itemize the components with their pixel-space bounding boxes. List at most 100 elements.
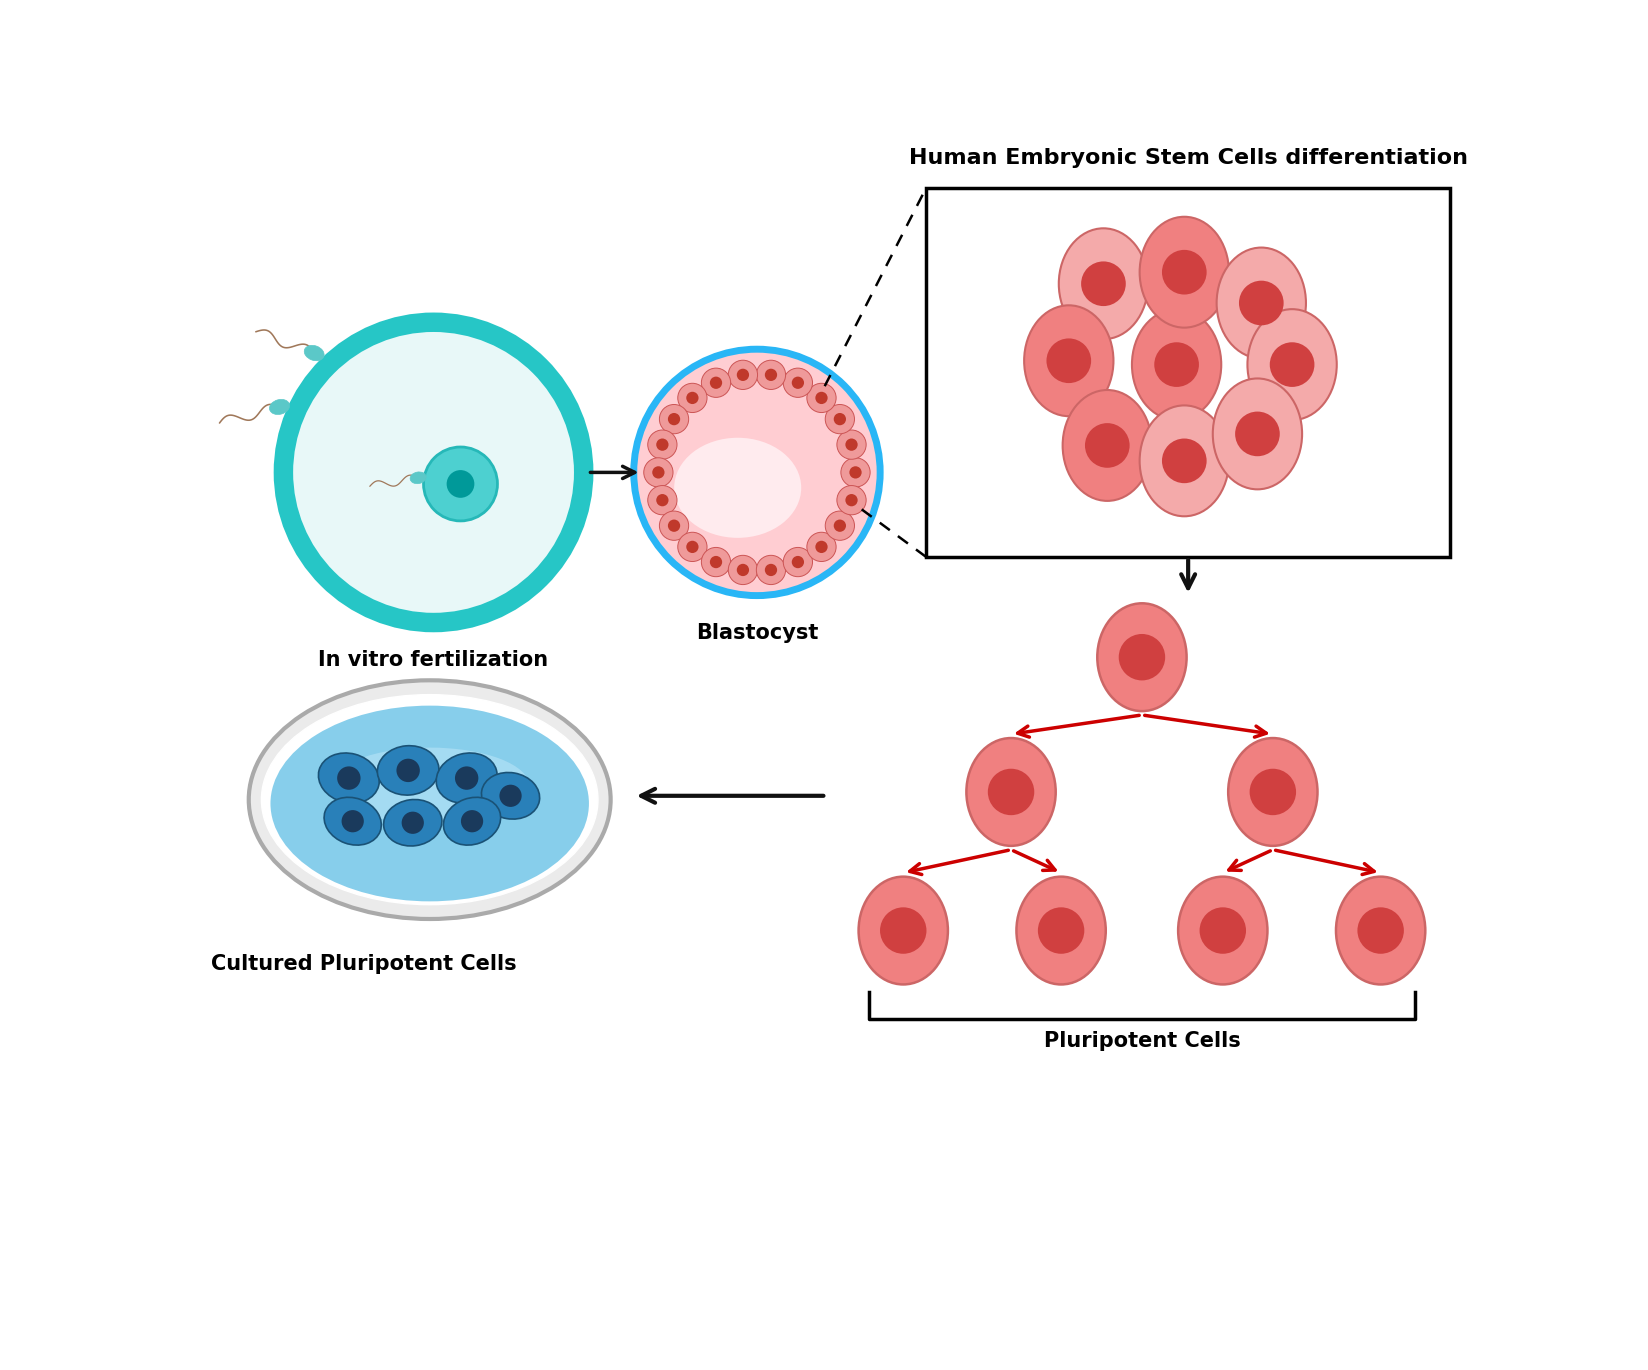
Circle shape: [845, 438, 857, 451]
Circle shape: [791, 377, 804, 389]
Ellipse shape: [1131, 310, 1221, 421]
Ellipse shape: [1228, 738, 1317, 845]
Circle shape: [283, 322, 583, 622]
Circle shape: [643, 458, 672, 486]
Circle shape: [837, 485, 865, 515]
Text: Blastocyst: Blastocyst: [695, 622, 817, 643]
Ellipse shape: [674, 438, 801, 538]
Circle shape: [656, 438, 667, 451]
Circle shape: [840, 458, 870, 486]
Text: Pluripotent Cells: Pluripotent Cells: [1043, 1030, 1239, 1051]
Ellipse shape: [1139, 406, 1228, 516]
Circle shape: [686, 541, 699, 553]
Circle shape: [814, 392, 827, 404]
Ellipse shape: [1246, 310, 1337, 421]
Circle shape: [1356, 907, 1402, 954]
Circle shape: [686, 392, 699, 404]
Circle shape: [987, 769, 1033, 815]
Text: In vitro fertilization: In vitro fertilization: [318, 649, 549, 670]
Circle shape: [837, 430, 865, 459]
Circle shape: [677, 533, 707, 562]
Circle shape: [499, 785, 521, 807]
Circle shape: [709, 377, 722, 389]
Circle shape: [1037, 907, 1084, 954]
Circle shape: [1234, 411, 1279, 456]
Ellipse shape: [1139, 216, 1228, 327]
Circle shape: [783, 548, 812, 577]
Circle shape: [1081, 262, 1126, 306]
Circle shape: [783, 369, 812, 397]
Circle shape: [756, 555, 784, 585]
Circle shape: [728, 360, 756, 389]
Ellipse shape: [1216, 248, 1305, 359]
Ellipse shape: [1023, 306, 1112, 416]
Circle shape: [709, 556, 722, 569]
Ellipse shape: [377, 745, 438, 795]
Circle shape: [728, 555, 756, 585]
Ellipse shape: [249, 681, 610, 919]
Ellipse shape: [481, 773, 539, 819]
Circle shape: [849, 466, 862, 478]
Circle shape: [791, 556, 804, 569]
Circle shape: [424, 447, 498, 521]
Circle shape: [824, 511, 854, 540]
Ellipse shape: [1177, 877, 1267, 985]
Ellipse shape: [384, 800, 442, 847]
Ellipse shape: [966, 738, 1055, 845]
Circle shape: [834, 519, 845, 532]
Circle shape: [1249, 769, 1295, 815]
Circle shape: [1154, 342, 1198, 386]
Ellipse shape: [270, 706, 588, 901]
Circle shape: [656, 495, 667, 507]
Circle shape: [341, 810, 364, 833]
Circle shape: [667, 412, 679, 425]
Ellipse shape: [262, 695, 598, 904]
Ellipse shape: [410, 471, 425, 484]
Circle shape: [667, 519, 679, 532]
Circle shape: [653, 466, 664, 478]
Circle shape: [700, 548, 730, 577]
Ellipse shape: [1211, 378, 1302, 489]
Circle shape: [806, 384, 836, 412]
Circle shape: [336, 766, 361, 789]
Circle shape: [1162, 249, 1206, 295]
Ellipse shape: [1096, 603, 1187, 711]
Ellipse shape: [318, 754, 379, 803]
Circle shape: [1238, 281, 1282, 325]
FancyBboxPatch shape: [926, 188, 1449, 558]
Circle shape: [814, 541, 827, 553]
Circle shape: [396, 759, 420, 782]
Ellipse shape: [254, 730, 605, 903]
Ellipse shape: [325, 797, 381, 845]
Circle shape: [806, 533, 836, 562]
Text: Human Embryonic Stem Cells differentiation: Human Embryonic Stem Cells differentiati…: [908, 148, 1467, 169]
Circle shape: [737, 369, 748, 381]
Circle shape: [648, 485, 677, 515]
Circle shape: [447, 470, 475, 497]
Ellipse shape: [305, 345, 325, 360]
Circle shape: [648, 430, 677, 459]
Ellipse shape: [1061, 390, 1152, 501]
Circle shape: [845, 495, 857, 507]
Circle shape: [1198, 907, 1246, 954]
Circle shape: [880, 907, 926, 954]
Circle shape: [677, 384, 707, 412]
Circle shape: [1046, 338, 1091, 384]
Circle shape: [756, 360, 784, 389]
Ellipse shape: [1335, 877, 1424, 985]
Circle shape: [1084, 423, 1129, 467]
Circle shape: [700, 369, 730, 397]
Circle shape: [1162, 438, 1206, 484]
Circle shape: [455, 766, 478, 789]
Circle shape: [633, 349, 880, 596]
Ellipse shape: [1015, 877, 1106, 985]
Ellipse shape: [859, 877, 948, 985]
Text: Cultured Pluripotent Cells: Cultured Pluripotent Cells: [211, 954, 517, 974]
Ellipse shape: [269, 400, 290, 415]
Circle shape: [765, 564, 776, 577]
Ellipse shape: [437, 754, 496, 803]
Circle shape: [1117, 634, 1165, 681]
Circle shape: [461, 810, 483, 833]
Ellipse shape: [330, 748, 529, 823]
Circle shape: [824, 404, 854, 434]
